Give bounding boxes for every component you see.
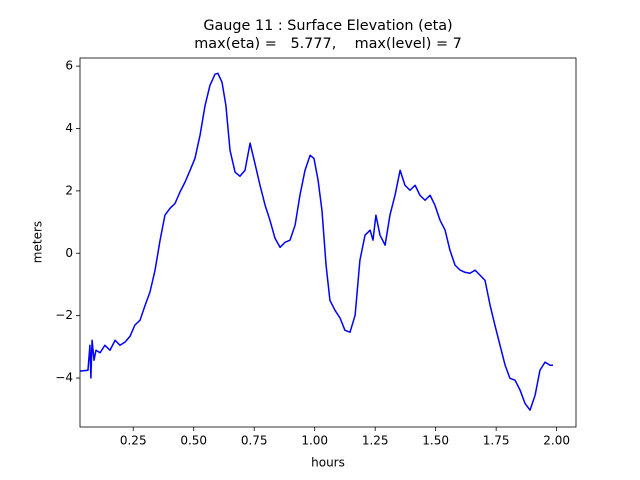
y-tick-label: 6 bbox=[65, 59, 73, 73]
x-axis-label: hours bbox=[311, 456, 345, 470]
x-tick-label: 2.00 bbox=[543, 434, 570, 448]
y-axis-label: meters bbox=[31, 221, 45, 263]
chart-subtitle: max(eta) = 5.777, max(level) = 7 bbox=[194, 36, 462, 52]
line bbox=[79, 72, 554, 411]
x-tick-label: 0.25 bbox=[120, 434, 147, 448]
y-tick-label: −4 bbox=[55, 371, 73, 385]
x-tick-label: 0.75 bbox=[241, 434, 268, 448]
x-tick-label: 1.00 bbox=[301, 434, 328, 448]
y-tick-label: 0 bbox=[65, 246, 73, 260]
x-tick-label: 1.75 bbox=[483, 434, 510, 448]
x-tick-label: 1.25 bbox=[362, 434, 389, 448]
y-tick-label: −2 bbox=[55, 308, 73, 322]
x-tick-label: 0.50 bbox=[180, 434, 207, 448]
y-tick-label: 2 bbox=[65, 183, 73, 197]
plot-frame bbox=[79, 57, 577, 428]
chart-title: Gauge 11 : Surface Elevation (eta) bbox=[203, 18, 452, 34]
x-tick-label: 1.50 bbox=[422, 434, 449, 448]
y-tick-label: 4 bbox=[65, 121, 73, 135]
